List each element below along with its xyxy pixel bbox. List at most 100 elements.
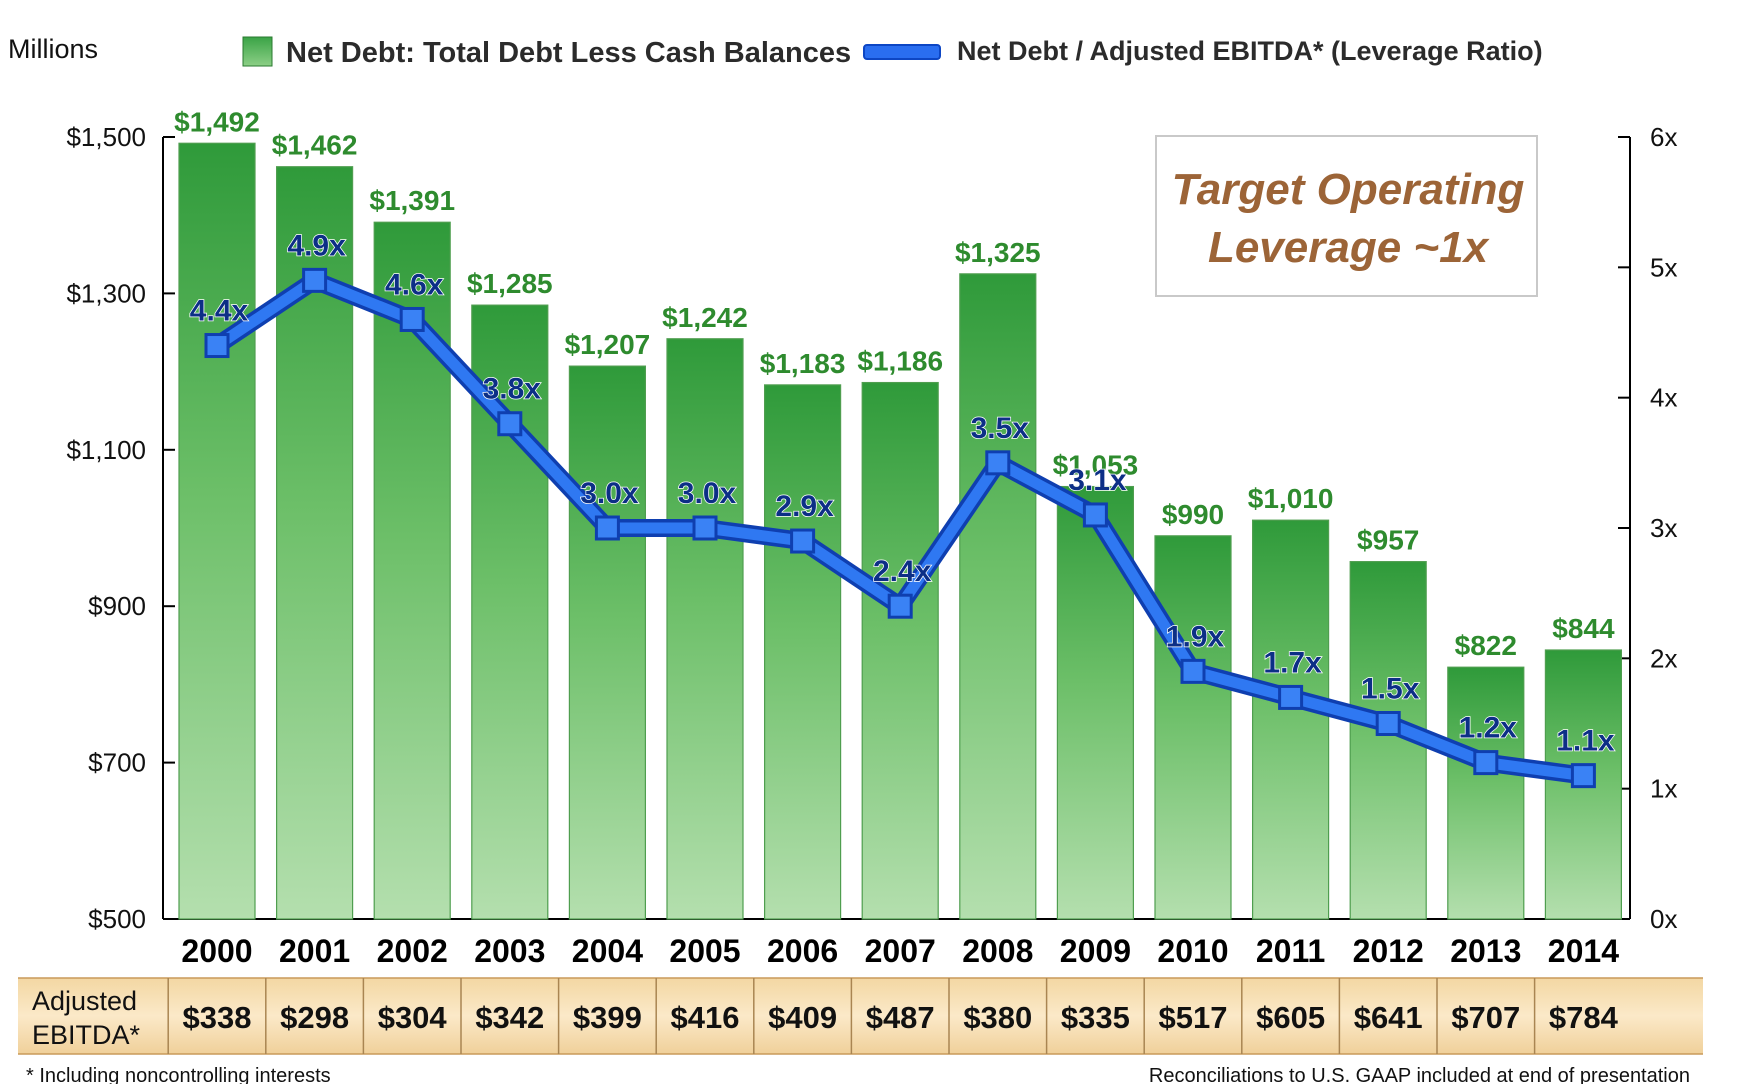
legend-line-label: Net Debt / Adjusted EBITDA* (Leverage Ra… <box>957 36 1543 66</box>
x-tick-label: 2006 <box>767 933 838 969</box>
leverage-value-label: 1.7x <box>1263 646 1322 679</box>
ebitda-value: $304 <box>378 1000 448 1035</box>
bar-value-label: $1,391 <box>369 185 455 216</box>
leverage-point <box>1570 763 1596 789</box>
bar-2006 <box>763 384 842 920</box>
ebitda-value: $380 <box>963 1000 1032 1035</box>
x-tick-label: 2008 <box>962 933 1033 969</box>
right-tick-label: 4x <box>1650 383 1677 413</box>
leverage-point <box>1473 750 1499 776</box>
footnote-left: * Including noncontrolling interests <box>26 1065 331 1084</box>
leverage-point <box>1082 502 1108 528</box>
bar-2005 <box>666 338 744 920</box>
leverage-point <box>497 411 523 437</box>
ebitda-value: $605 <box>1256 1000 1325 1035</box>
ebitda-row: Adjusted EBITDA* $338 $298 $304 $342 $399 $41… <box>18 977 1703 1055</box>
leverage-point <box>790 528 816 554</box>
bar-value-label: $1,462 <box>272 130 358 161</box>
leverage-value-label: 3.0x <box>580 477 639 510</box>
leverage-value-label: 1.1x <box>1556 725 1615 758</box>
leverage-point <box>887 593 913 619</box>
leverage-value-label: 4.4x <box>190 295 249 328</box>
bar-2013 <box>1447 666 1525 920</box>
leverage-point <box>985 450 1011 476</box>
ebitda-value: $342 <box>475 1000 544 1035</box>
bar-value-label: $1,053 <box>1053 450 1139 481</box>
target-line-1: Target Operating <box>1172 165 1525 214</box>
ebitda-value: $487 <box>866 1000 935 1035</box>
footnote-right: Reconciliations to U.S. GAAP included at… <box>1149 1065 1690 1084</box>
ebitda-value: $409 <box>768 1000 837 1035</box>
left-tick-label: $1,100 <box>66 435 146 465</box>
legend-bar-label: Net Debt: Total Debt Less Cash Balances <box>286 37 851 69</box>
target-box: Target Operating Leverage ~1x <box>1155 135 1538 297</box>
leverage-point <box>399 306 425 332</box>
leverage-value-label: 3.0x <box>678 477 737 510</box>
leverage-point <box>1375 711 1401 736</box>
bar-value-label: $1,010 <box>1248 483 1334 514</box>
left-tick-label: $1,500 <box>66 122 146 152</box>
bar-2011 <box>1251 519 1330 920</box>
x-tick-label: 2004 <box>572 933 643 969</box>
ebitda-value: $399 <box>573 1000 642 1035</box>
left-tick-label: $1,300 <box>66 278 146 308</box>
legend: Net Debt: Total Debt Less Cash Balances … <box>242 36 1543 69</box>
bar-value-label: $1,492 <box>174 106 260 137</box>
right-tick-label: 2x <box>1650 643 1677 673</box>
leverage-value-label: 2.9x <box>775 490 834 523</box>
leverage-value-label: 4.9x <box>287 229 346 262</box>
leverage-point <box>692 515 718 541</box>
leverage-point <box>594 515 620 541</box>
ebitda-value: $641 <box>1354 1000 1423 1035</box>
x-tick-label: 2001 <box>279 933 350 969</box>
x-tick-label: 2002 <box>377 933 448 969</box>
ebitda-value: $416 <box>671 1000 740 1035</box>
bar-2000 <box>178 142 256 920</box>
bar-value-label: $1,285 <box>467 268 553 299</box>
leverage-point <box>302 267 328 293</box>
ebitda-label-line-2: EBITDA* <box>32 1020 141 1050</box>
leverage-point <box>1278 684 1304 710</box>
ebitda-value: $338 <box>183 1000 252 1035</box>
right-axis: 0x 1x 2x 3x 4x 5x 6x <box>1618 122 1677 934</box>
bar-value-label: $990 <box>1162 499 1224 530</box>
ebitda-value: $517 <box>1159 1000 1228 1035</box>
x-tick-label: 2009 <box>1060 933 1131 969</box>
target-line-2: Leverage ~1x <box>1208 223 1490 272</box>
ebitda-value: $707 <box>1451 1000 1520 1035</box>
right-tick-label: 3x <box>1650 513 1677 543</box>
leverage-value-label: 1.5x <box>1361 673 1420 706</box>
legend-line-swatch <box>863 44 941 60</box>
x-tick-label: 2013 <box>1450 933 1521 969</box>
bar-value-label: $1,183 <box>760 348 846 379</box>
right-tick-label: 6x <box>1650 122 1677 152</box>
left-tick-label: $900 <box>88 591 146 621</box>
left-tick-label: $500 <box>88 904 146 934</box>
right-tick-label: 0x <box>1650 904 1677 934</box>
leverage-value-label: 3.1x <box>1068 464 1127 497</box>
right-tick-label: 5x <box>1650 252 1677 282</box>
bar-2004 <box>568 365 647 920</box>
left-tick-label: $700 <box>88 748 146 778</box>
x-tick-label: 2010 <box>1157 933 1228 969</box>
bar-value-label: $844 <box>1552 613 1615 644</box>
bar-2008 <box>959 273 1037 920</box>
bar-2010 <box>1154 535 1232 920</box>
x-tick-label: 2005 <box>669 933 740 969</box>
leverage-value-label: 3.8x <box>483 373 542 406</box>
x-tick-label: 2012 <box>1353 933 1424 969</box>
ebitda-value: $335 <box>1061 1000 1130 1035</box>
bar-2007 <box>861 381 939 920</box>
leverage-value-label: 3.5x <box>971 412 1030 445</box>
right-tick-label: 1x <box>1650 774 1677 804</box>
ebitda-value: $298 <box>280 1000 349 1035</box>
x-tick-label: 2014 <box>1548 933 1619 969</box>
legend-bar-swatch <box>242 36 273 67</box>
leverage-value-label: 1.9x <box>1166 620 1225 653</box>
bar-value-label: $1,186 <box>857 346 943 377</box>
ebitda-value: $784 <box>1549 1000 1619 1035</box>
bar-value-label: $1,325 <box>955 237 1041 268</box>
bar-value-label: $1,242 <box>662 302 748 333</box>
leverage-value-label: 1.2x <box>1459 712 1518 745</box>
